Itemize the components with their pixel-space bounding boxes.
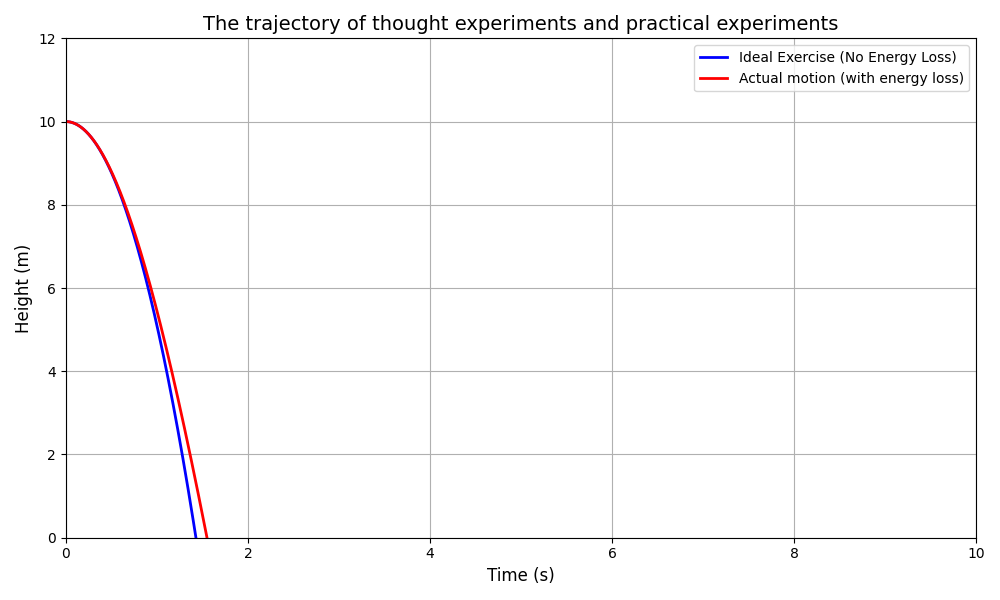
Actual motion (with energy loss) [117,197,129,204]
Ideal Exercise (No Energy Loss) [190,534,202,541]
Actual motion (with energy loss) [99,155,111,163]
Actual motion (with energy loss) [60,118,72,125]
Line: Ideal Exercise (No Energy Loss): Ideal Exercise (No Energy Loss) [66,122,196,538]
Actual motion (with energy loss) [143,279,155,286]
Ideal Exercise (No Energy Loss) [60,118,72,125]
Ideal Exercise (No Energy Loss) [149,314,161,322]
Line: Actual motion (with energy loss): Actual motion (with energy loss) [66,122,207,538]
Ideal Exercise (No Energy Loss) [117,199,129,206]
Y-axis label: Height (m): Height (m) [15,244,33,332]
Ideal Exercise (No Energy Loss) [164,383,176,390]
Ideal Exercise (No Energy Loss) [73,122,85,130]
Actual motion (with energy loss) [201,534,213,541]
Actual motion (with energy loss) [152,310,164,317]
Ideal Exercise (No Energy Loss) [112,186,124,193]
X-axis label: Time (s): Time (s) [487,567,555,585]
Actual motion (with energy loss) [175,409,187,416]
Legend: Ideal Exercise (No Energy Loss), Actual motion (with energy loss): Ideal Exercise (No Energy Loss), Actual … [694,45,969,91]
Ideal Exercise (No Energy Loss) [161,371,173,378]
Title: The trajectory of thought experiments and practical experiments: The trajectory of thought experiments an… [203,15,839,34]
Actual motion (with energy loss) [62,118,74,125]
